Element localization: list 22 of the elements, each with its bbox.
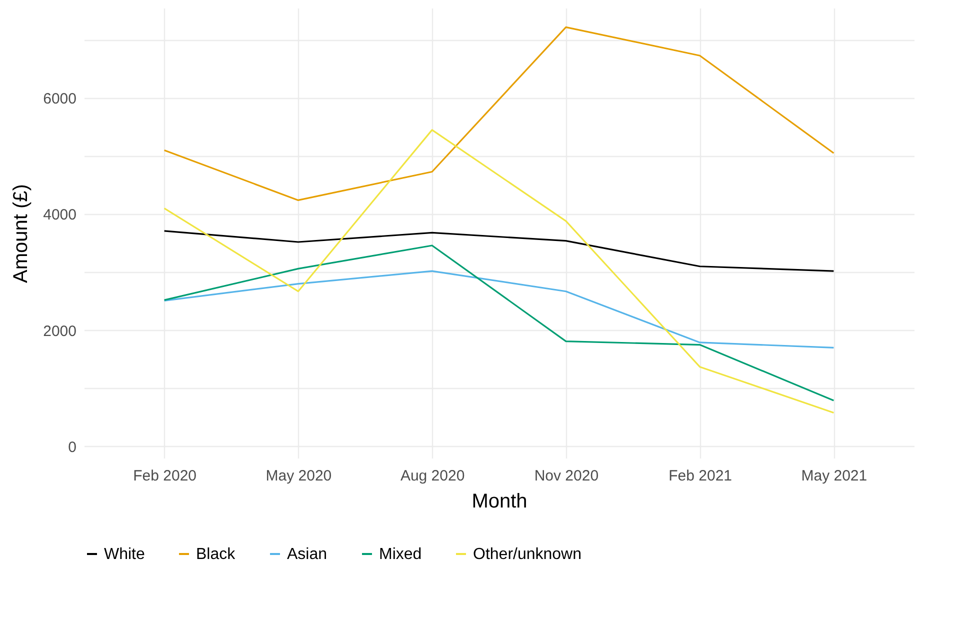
x-tick-label: Feb 2021 (668, 468, 732, 484)
legend-label: Mixed (379, 546, 422, 563)
y-tick-label: 2000 (43, 322, 76, 340)
x-tick-label: Feb 2020 (133, 468, 197, 484)
line-series (164, 270, 834, 348)
legend-label: Black (196, 546, 236, 563)
line-series (164, 230, 834, 272)
y-tick-label: 0 (68, 438, 76, 456)
y-tick-label: 6000 (43, 90, 76, 108)
line-series (164, 244, 834, 402)
x-tick-label: May 2020 (266, 468, 332, 484)
x-tick-label: Nov 2020 (534, 468, 599, 484)
line-series (164, 129, 834, 414)
y-tick-label: 4000 (43, 206, 76, 224)
legend-label: Asian (287, 546, 328, 563)
y-axis-title: Amount (£) (10, 184, 32, 283)
legend-label: White (104, 546, 145, 563)
x-axis-title: Month (472, 490, 528, 512)
line-series (164, 26, 834, 201)
legend-label: Other/unknown (473, 546, 582, 563)
x-tick-label: Aug 2020 (400, 468, 465, 484)
x-tick-label: May 2021 (801, 468, 868, 484)
